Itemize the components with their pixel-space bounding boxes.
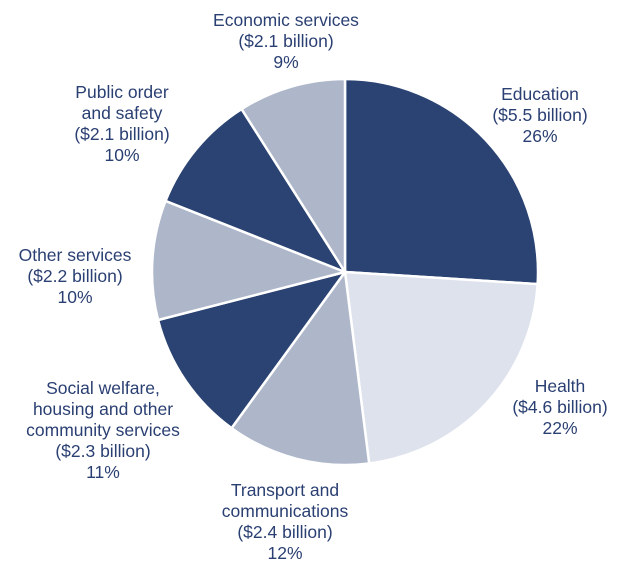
- slice-label-line: ($2.2 billion): [27, 266, 123, 286]
- slice-label-line: ($2.1 billion): [74, 124, 170, 144]
- pie-slice-3: [230, 270, 371, 467]
- slice-label-6: Public order and safety ($2.1 billion) 10%: [74, 82, 169, 166]
- slice-label-line: Other services: [18, 245, 132, 265]
- slice-label-4: Social welfare, housing and other communit…: [26, 378, 180, 483]
- slice-label-line: Public order: [75, 82, 169, 102]
- slice-label-2: Health ($4.6 billion) 22%: [512, 376, 607, 439]
- slice-label-1: Education ($5.5 billion) 26%: [492, 84, 587, 147]
- slice-label-line: ($2.3 billion): [55, 441, 151, 461]
- slice-label-line: Transport and: [230, 480, 340, 500]
- slice-label-line: ($2.4 billion): [237, 522, 333, 542]
- slice-label-line: ($2.1 billion): [238, 31, 334, 51]
- slice-label-line: 26%: [522, 126, 558, 146]
- pie-slice-7: [240, 77, 347, 274]
- slice-label-5: Other services ($2.2 billion) 10%: [19, 245, 132, 308]
- slice-label-line: Education: [501, 84, 579, 104]
- slice-label-line: Economic services: [213, 10, 359, 30]
- slice-label-line: 22%: [542, 418, 578, 438]
- slice-label-line: 11%: [86, 462, 120, 482]
- slice-label-7: Economic services ($2.1 billion) 9%: [213, 10, 359, 73]
- pie-slice-1: [343, 77, 540, 286]
- pie-slice-4: [156, 270, 347, 430]
- slice-label-line: Health: [534, 376, 586, 396]
- slice-label-line: 9%: [273, 52, 299, 72]
- slice-label-line: 10%: [104, 145, 140, 165]
- slice-label-line: ($4.6 billion): [512, 397, 608, 417]
- slice-label-line: Social welfare,: [46, 378, 160, 398]
- slice-label-line: community services: [26, 420, 180, 440]
- slice-label-line: housing and other: [32, 399, 174, 419]
- pie-slice-6: [164, 107, 347, 274]
- slice-label-line: 10%: [57, 287, 93, 307]
- slice-label-3: Transport and communications ($2.4 billion…: [222, 480, 348, 564]
- slice-label-line: and safety: [81, 103, 163, 123]
- slice-label-line: ($5.5 billion): [492, 105, 588, 125]
- pie-slice-2: [343, 270, 539, 465]
- pie-slice-5: [150, 199, 347, 322]
- slice-label-line: communications: [221, 501, 349, 521]
- slice-label-line: 12%: [267, 543, 303, 563]
